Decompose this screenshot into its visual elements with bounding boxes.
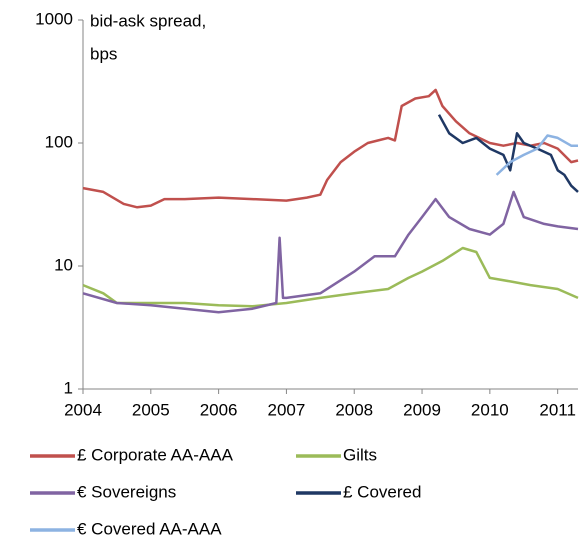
x-tick-label: 2007 xyxy=(268,400,306,419)
x-tick-label: 2004 xyxy=(64,400,102,419)
y-tick-label: 100 xyxy=(45,132,73,151)
series-line xyxy=(82,246,579,308)
series-line xyxy=(495,134,578,176)
y-axis-label: bid-ask spread, xyxy=(90,11,206,30)
x-tick-label: 2011 xyxy=(539,400,576,419)
legend-label: € Sovereigns xyxy=(77,482,176,501)
y-tick-label: 10 xyxy=(54,255,73,274)
y-axis-label: bps xyxy=(90,44,117,63)
series-line xyxy=(82,190,579,314)
x-tick-label: 2010 xyxy=(471,400,509,419)
series-line xyxy=(82,88,579,209)
x-tick-label: 2005 xyxy=(132,400,170,419)
legend-label: £ Covered xyxy=(343,482,421,501)
x-tick-label: 2008 xyxy=(335,400,373,419)
legend-label: Gilts xyxy=(343,445,377,464)
series-line xyxy=(437,114,579,193)
y-tick-label: 1000 xyxy=(35,9,73,28)
x-tick-label: 2009 xyxy=(403,400,441,419)
legend-label: £ Corporate AA-AAA xyxy=(77,445,234,464)
x-tick-label: 2006 xyxy=(200,400,238,419)
legend-label: € Covered AA-AAA xyxy=(77,519,222,538)
y-tick-label: 1 xyxy=(64,378,73,397)
